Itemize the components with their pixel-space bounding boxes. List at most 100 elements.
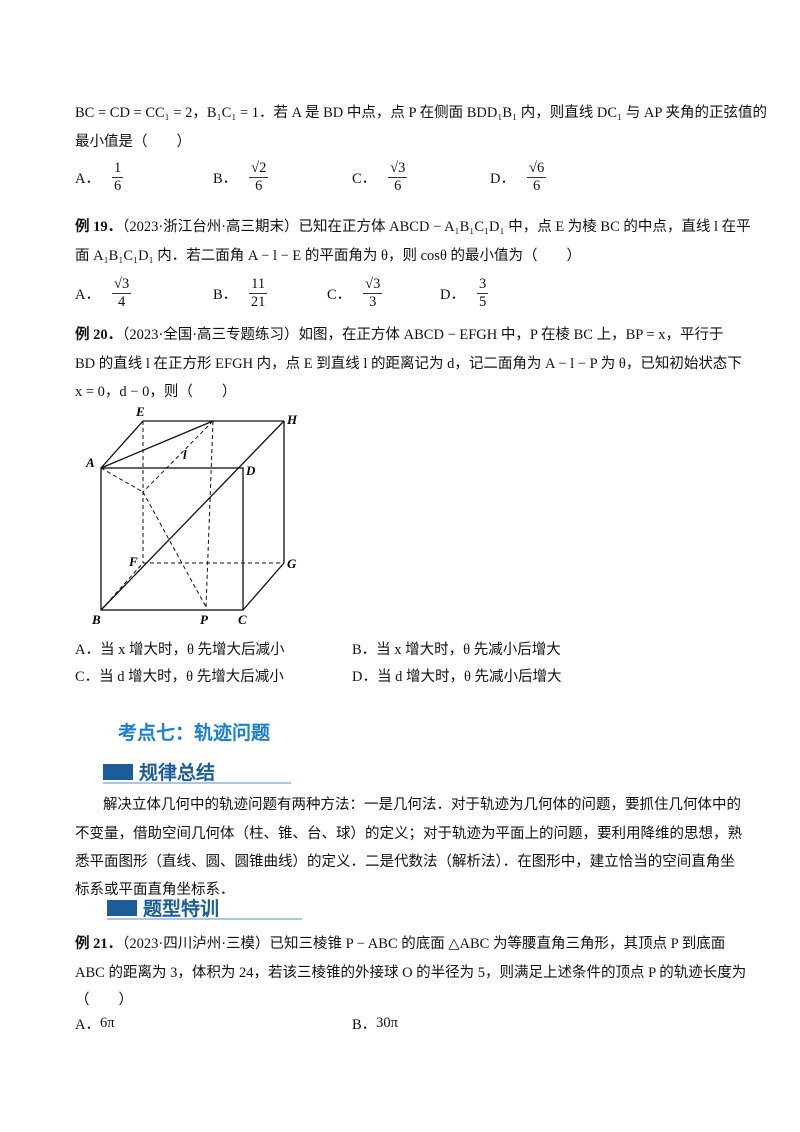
option-b[interactable]: B． 11 21 (213, 276, 268, 311)
example-number: 例 20． (75, 327, 123, 343)
option-a[interactable]: A． √3 4 (75, 276, 132, 311)
option-text: 当 x 增大时，θ 先减小后增大 (376, 642, 561, 658)
paragraph-line-4: 标系或平面直角坐标系． (75, 882, 235, 898)
banner-summary: 规律总结 (103, 760, 291, 786)
numerator: √3 (363, 276, 383, 294)
option-label: C． (352, 171, 377, 187)
front-face (100, 467, 244, 611)
edge-AE (100, 420, 144, 469)
option-c[interactable]: C． √3 3 (327, 276, 383, 311)
option-label: A． (75, 1017, 100, 1033)
denominator: 21 (250, 294, 266, 310)
q18-line-1: BC = CD = CC₁ = 2，B₁C₁ = 1．若 A 是 BD 中点，点… (75, 105, 767, 121)
denominator: 6 (532, 178, 541, 194)
option-label: B． (352, 642, 377, 658)
option-b[interactable]: B．当 x 增大时，θ 先减小后增大 (352, 638, 561, 659)
banner-summary-label: 规律总结 (139, 763, 216, 784)
edge-CG (242, 562, 285, 611)
option-c[interactable]: C．当 d 增大时，θ 先增大后减小 (75, 665, 284, 686)
q21-line-3: （ ） (75, 992, 133, 1008)
option-label: A． (75, 287, 100, 303)
denominator: 6 (255, 178, 263, 194)
label-F: F (128, 554, 138, 569)
label-P: P (200, 612, 209, 627)
banner-training-label: 题型特训 (143, 899, 220, 920)
label-C: C (238, 612, 247, 627)
paragraph-line-3: 悉平面图形（直线、圆、圆锥曲线）的定义．二是代数法（解析法）．在图形中，建立恰当… (75, 854, 735, 870)
option-d[interactable]: D．当 d 增大时，θ 先减小后增大 (352, 665, 562, 686)
q18-line-2: 最小值是（ ） (75, 134, 191, 150)
fraction: √3 4 (111, 276, 132, 311)
option-b[interactable]: B． 30π (352, 1013, 398, 1034)
q20-text: （2023·全国·高三专题练习）如图，在正方体 ABCD − EFGH 中，P … (122, 327, 724, 343)
option-text: 当 x 增大时，θ 先增大后减小 (99, 642, 285, 658)
fraction: 11 21 (249, 276, 268, 311)
denominator: 3 (369, 294, 377, 310)
option-label: B． (213, 171, 238, 187)
option-a[interactable]: A．当 x 增大时，θ 先增大后减小 (75, 638, 285, 659)
paragraph-line-2: 不变量，借助空间几何体（柱、锥、台、球）的定义；对于轨迹为平面上的问题，要利用降… (75, 826, 742, 842)
option-text: 当 d 增大时，θ 先增大后减小 (99, 669, 284, 685)
option-c[interactable]: C． √3 6 (352, 160, 408, 195)
label-A: A (85, 455, 95, 470)
example-number: 例 19． (75, 219, 123, 235)
dashed-to-P (142, 491, 207, 608)
option-text: 6π (99, 1015, 115, 1031)
fraction: √6 6 (526, 160, 547, 195)
numerator: √3 (111, 276, 132, 294)
label-E: E (135, 404, 145, 419)
option-label: A． (75, 171, 100, 187)
label-D: D (245, 463, 256, 478)
numerator: 3 (476, 276, 489, 294)
denominator: 6 (394, 178, 402, 194)
q19-text: （2023·浙江台州·高三期末）已知在正方体 ABCD − A₁B₁C₁D₁ 中… (122, 219, 751, 235)
q19-line-1: 例 19．（2023·浙江台州·高三期末）已知在正方体 ABCD − A₁B₁C… (75, 215, 751, 236)
q20-line-1: 例 20．（2023·全国·高三专题练习）如图，在正方体 ABCD − EFGH… (75, 323, 723, 344)
option-label: A． (75, 642, 100, 658)
label-l: l (183, 447, 187, 462)
option-label: B． (213, 287, 238, 303)
denominator: 5 (478, 294, 487, 310)
denominator: 6 (113, 178, 122, 194)
option-label: D． (440, 287, 465, 303)
section-title: 考点七：轨迹问题 (118, 722, 271, 744)
numerator: √3 (388, 160, 408, 178)
label-G: G (287, 556, 297, 571)
banner-training: 题型特训 (107, 896, 302, 922)
line-l (142, 420, 214, 493)
example-number: 例 21． (75, 936, 123, 952)
numerator: 1 (111, 160, 124, 178)
q21-line-1: 例 21．（2023·四川泸州·三模）已知三棱锥 P − ABC 的底面 △AB… (75, 932, 725, 953)
option-label: B． (352, 1017, 377, 1033)
vertical-to-P (205, 420, 214, 608)
line-A-to-EH (100, 420, 214, 469)
option-b[interactable]: B． √2 6 (213, 160, 269, 195)
option-label: D． (490, 171, 515, 187)
denominator: 4 (117, 294, 126, 310)
option-label: C． (327, 287, 352, 303)
fraction: √2 6 (249, 160, 269, 195)
label-H: H (286, 412, 298, 427)
dashed-A (100, 467, 144, 493)
q20-line-2: BD 的直线 l 在正方形 EFGH 内，点 E 到直线 l 的距离记为 d，记… (75, 356, 742, 372)
diagonal-BH (100, 420, 285, 611)
option-label: D． (352, 669, 377, 685)
option-a[interactable]: A． 6π (75, 1013, 115, 1034)
numerator: √2 (249, 160, 269, 178)
numerator: 11 (249, 276, 268, 294)
numerator: √6 (526, 160, 547, 178)
q20-line-3: x = 0，d − 0，则（ ） (75, 384, 237, 400)
fraction: √3 6 (388, 160, 408, 195)
fraction: √3 3 (363, 276, 383, 311)
option-d[interactable]: D． √6 6 (490, 160, 547, 195)
label-B: B (91, 612, 101, 627)
edge-BF (100, 562, 144, 611)
option-text: 当 d 增大时，θ 先减小后增大 (376, 669, 562, 685)
option-a[interactable]: A． 1 6 (75, 160, 124, 195)
option-label: C． (75, 669, 100, 685)
q21-text: （2023·四川泸州·三模）已知三棱锥 P − ABC 的底面 △ABC 为等腰… (122, 936, 726, 952)
q19-line-2: 面 A₁B₁C₁D₁ 内．若二面角 A − l − E 的平面角为 θ，则 co… (75, 248, 582, 264)
option-d[interactable]: D． 3 5 (440, 276, 489, 311)
